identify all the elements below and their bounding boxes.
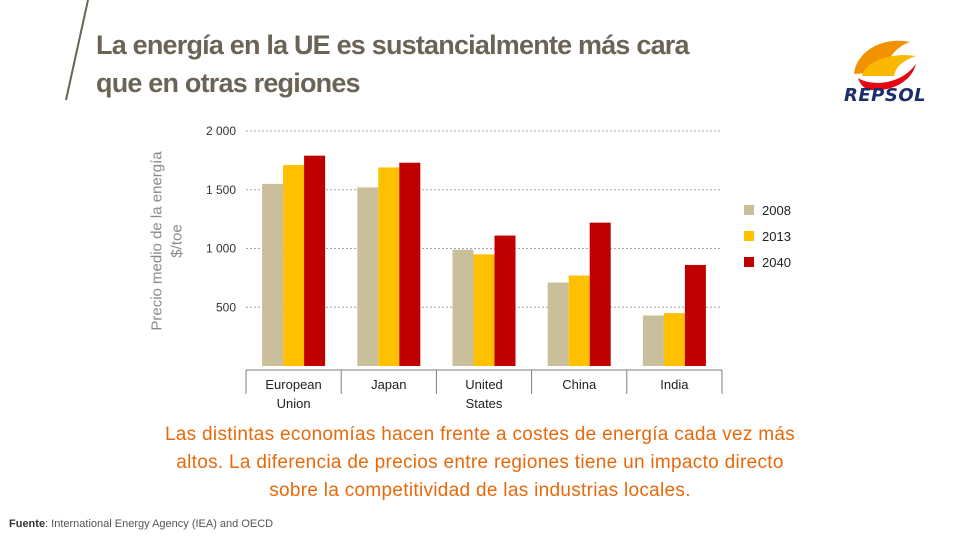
bar-2008-japan [357,187,379,366]
bar-2008-india [642,315,664,366]
legend-label: 2040 [762,255,791,270]
legend-label: 2008 [762,203,791,218]
y-tick-label: 1 000 [206,242,236,256]
source-text: : International Energy Agency (IEA) and … [45,518,274,530]
slide-title-line-2: que en otras regiones [96,68,361,98]
source-note: Fuente: International Energy Agency (IEA… [9,518,273,530]
repsol-logo-text: REPSOL [844,85,927,106]
bar-2040-japan [399,162,421,366]
logo-red-swoosh [858,64,916,91]
x-tick-label: China [562,377,597,392]
source-label: Fuente [9,518,46,530]
bar-2040-china [589,222,611,366]
legend-swatch-2008 [744,205,754,215]
x-tick-label: Union [277,396,311,411]
bar-2013-european [283,165,305,366]
bar-2040-european [304,155,326,366]
x-tick-label: India [660,377,689,392]
repsol-logo [854,40,916,91]
logo-yellow-swoosh [862,55,916,76]
y-axis-label-line-2: $/toe [169,224,186,258]
bar-2008-european [262,183,284,366]
bar-2008-china [547,282,569,366]
legend-swatch-2013 [744,231,754,241]
slide-title: La energía en la UE es sustancialmente m… [96,26,816,102]
slide-caption: Las distintas economías hacen frente a c… [80,421,880,505]
bar-2013-india [663,313,685,366]
y-axis-label: Precio medio de la energía $/toe [146,120,190,362]
logo-orange-swoosh [854,40,910,74]
caption-line-1: Las distintas economías hacen frente a c… [164,424,796,445]
bar-2013-japan [378,167,400,366]
y-tick-label: 500 [216,300,236,314]
bar-2040-united [494,235,516,366]
caption-line-2: altos. La diferencia de precios entre re… [176,452,784,473]
y-tick-label: 1 500 [206,183,236,197]
y-tick-label: 2 000 [206,124,236,138]
bar-2040-india [684,264,706,366]
legend-swatch-2040 [744,257,754,267]
x-tick-label: United [465,377,503,392]
caption-line-3: sobre la competitividad de las industria… [269,480,691,501]
y-axis-label-line-1: Precio medio de la energía [149,151,166,331]
x-tick-label: European [265,377,321,392]
bar-2013-united [473,254,495,366]
bar-2013-china [568,275,590,366]
x-tick-label: States [466,396,503,411]
x-tick-label: Japan [371,377,406,392]
legend-label: 2013 [762,229,791,244]
slide-title-line-1: La energía en la UE es sustancialmente m… [96,30,690,60]
bar-2008-united [452,249,474,366]
